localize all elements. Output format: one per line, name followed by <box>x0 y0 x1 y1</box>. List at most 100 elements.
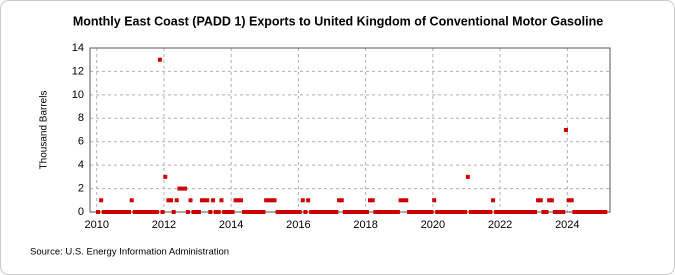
point <box>135 210 140 214</box>
y-tick-label: 4 <box>78 159 84 171</box>
point <box>359 210 364 214</box>
point <box>283 210 288 214</box>
y-tick-label: 14 <box>72 42 84 54</box>
x-tick-label: 2020 <box>421 219 445 231</box>
point <box>124 210 129 214</box>
point <box>580 210 585 214</box>
y-tick-label: 10 <box>72 89 84 101</box>
point <box>320 210 325 214</box>
point <box>188 198 193 203</box>
point <box>255 210 260 214</box>
point <box>600 210 605 214</box>
point <box>121 210 126 214</box>
point <box>118 210 123 214</box>
point <box>115 210 120 214</box>
point <box>566 198 571 203</box>
point <box>597 210 602 214</box>
point <box>331 210 336 214</box>
point <box>533 210 538 214</box>
point <box>233 198 238 203</box>
point <box>558 210 563 214</box>
point <box>381 210 386 214</box>
point <box>99 198 104 203</box>
point <box>138 210 143 214</box>
point <box>583 210 588 214</box>
point <box>272 198 277 203</box>
point <box>418 210 423 214</box>
point <box>286 210 291 214</box>
point <box>238 198 243 203</box>
point <box>544 210 549 214</box>
point <box>379 210 384 214</box>
point <box>300 198 305 203</box>
point <box>132 210 137 214</box>
point <box>110 210 115 214</box>
point <box>261 210 266 214</box>
point <box>463 210 468 214</box>
x-tick-label: 2012 <box>152 219 176 231</box>
point <box>479 210 484 214</box>
point <box>126 210 131 214</box>
point <box>191 210 196 214</box>
point <box>129 198 134 203</box>
point <box>465 174 470 179</box>
point <box>180 186 185 191</box>
point <box>295 210 300 214</box>
point <box>538 198 543 203</box>
y-tick-label: 12 <box>72 65 84 77</box>
point <box>406 210 411 214</box>
point <box>356 210 361 214</box>
point <box>591 210 596 214</box>
point <box>342 210 347 214</box>
point <box>513 210 518 214</box>
point <box>575 210 580 214</box>
point <box>163 174 168 179</box>
point <box>452 210 457 214</box>
point <box>477 210 482 214</box>
point <box>603 210 608 214</box>
point <box>101 210 106 214</box>
point <box>569 198 574 203</box>
point <box>183 186 188 191</box>
point <box>230 210 235 214</box>
point <box>275 210 280 214</box>
point <box>384 210 389 214</box>
source-note: Source: U.S. Energy Information Administ… <box>30 247 229 258</box>
point <box>578 210 583 214</box>
point <box>435 210 440 214</box>
point <box>586 210 591 214</box>
point <box>317 210 322 214</box>
point <box>421 210 426 214</box>
point <box>322 210 327 214</box>
point <box>547 198 552 203</box>
point <box>225 210 230 214</box>
point <box>423 210 428 214</box>
point <box>351 210 356 214</box>
point <box>401 198 406 203</box>
point <box>160 210 165 214</box>
point <box>496 210 501 214</box>
point <box>303 210 308 214</box>
point <box>96 210 101 214</box>
point <box>552 210 557 214</box>
point <box>488 210 493 214</box>
point <box>460 210 465 214</box>
point <box>457 210 462 214</box>
point <box>443 210 448 214</box>
point <box>325 210 330 214</box>
point <box>107 210 112 214</box>
point <box>530 210 535 214</box>
point <box>334 210 339 214</box>
point <box>166 198 171 203</box>
point <box>267 198 272 203</box>
point <box>328 210 333 214</box>
point <box>219 198 224 203</box>
point <box>516 210 521 214</box>
point <box>482 210 487 214</box>
x-tick-label: 2024 <box>555 219 579 231</box>
point <box>474 210 479 214</box>
chart-title: Monthly East Coast (PADD 1) Exports to U… <box>73 14 603 28</box>
point <box>521 210 526 214</box>
